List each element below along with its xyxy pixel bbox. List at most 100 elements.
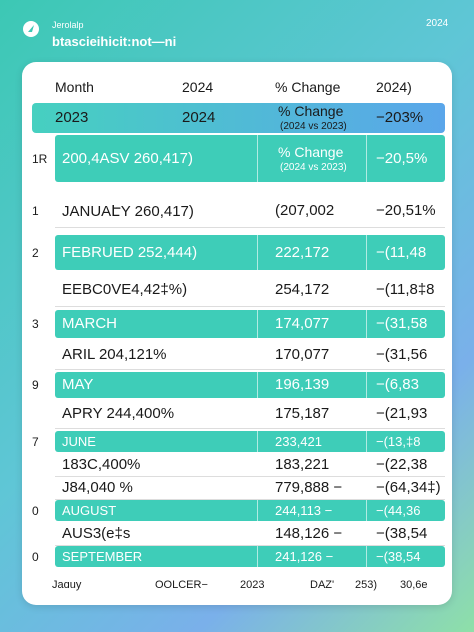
cell-text: SEPTEMBER: [62, 548, 143, 564]
subtitle: btascieihicit:not—ni: [52, 34, 177, 49]
table-row: 183C,400% 183,221 −(22,38: [55, 454, 445, 477]
cell-text: 200,4ASV 260,417): [62, 149, 193, 167]
column-header: % Change: [275, 79, 341, 95]
table-row: FEBRUED 252,444) 222,172 −(11,48: [55, 235, 445, 270]
column-divider: [257, 431, 258, 452]
column-divider: [257, 500, 258, 521]
row-index: 2: [32, 245, 39, 260]
cell-text: 254,172: [275, 281, 330, 298]
column-divider: [257, 235, 258, 270]
cell-text: 222,172: [275, 243, 330, 261]
cell-text: % Change: [278, 143, 344, 160]
cell-text: EEBC0VE4,42‡%): [62, 281, 188, 298]
column-divider: [366, 431, 367, 452]
cell-text: (2024 vs 2023): [280, 121, 347, 132]
cell-text: FEBRUED 252,444): [62, 243, 198, 261]
column-header: 2024: [182, 79, 214, 95]
table-row: AUS3(e‡s 148,126 − −(38,54: [55, 523, 445, 546]
year: 2024: [426, 18, 449, 29]
column-divider: [366, 135, 367, 182]
cell-text: 244,113 −: [275, 502, 333, 518]
column-divider: [257, 135, 258, 182]
row-index: 3: [32, 317, 39, 331]
cell-text: −(11,8‡8: [376, 281, 435, 298]
table-row: SEPTEMBER 241,126 − −(38,54: [55, 546, 445, 567]
column-divider: [257, 310, 258, 338]
cell-text: 170,077: [275, 346, 330, 363]
footer-text: OOLCER−: [155, 579, 208, 591]
cell-text: MARCH: [62, 315, 117, 332]
cell-text: J84,040 %: [62, 479, 133, 496]
cell-text: −(13,‡8: [376, 433, 421, 449]
cell-text: −(38,54: [376, 548, 421, 564]
cell-text: MAY: [62, 376, 94, 393]
column-divider: [366, 235, 367, 270]
cell-text: −(11,48: [376, 243, 427, 261]
cell-text: APRY 244,400%: [62, 405, 175, 422]
column-divider: [366, 546, 367, 567]
logo: [23, 21, 39, 37]
cell-text: −(31,58: [376, 315, 428, 332]
footer-text: Jaɑuy: [52, 579, 82, 591]
cell-text: −(6,83: [376, 376, 419, 393]
table-row: EEBC0VE4,42‡%) 254,172 −(11,8‡8: [55, 274, 445, 307]
brand: Jerolalp: [52, 20, 84, 30]
row-index: 7: [32, 434, 39, 449]
cell-text: AUGUST: [62, 502, 117, 518]
cell-text: 196,139: [275, 376, 330, 393]
column-divider: [366, 500, 367, 521]
column-divider: [257, 372, 258, 398]
column-header: Month: [55, 79, 94, 95]
cell-text: AUS3(e‡s: [62, 525, 131, 542]
table-row: AUGUST 244,113 − −(44,36: [55, 500, 445, 521]
cell-text: ARIL 204,121%: [62, 346, 167, 363]
table-row: MARCH 174,077 −(31,58: [55, 310, 445, 338]
cell-text: 183,221: [275, 456, 330, 473]
cell-text: (207,002: [275, 202, 335, 219]
cell-text: 175,187: [275, 405, 330, 422]
footer-text: DAZ': [310, 579, 335, 591]
cell-text: −(44,36: [376, 502, 421, 518]
cell-text: JUNE: [62, 433, 96, 449]
cell-text: −(38,54: [376, 525, 428, 542]
cell-text: % Change: [278, 103, 344, 119]
table-row: 2023 2024 % Change (2024 vs 2023) −203%: [32, 103, 445, 133]
cell-text: −(21,93: [376, 405, 428, 422]
row-index: 0: [32, 503, 39, 518]
table-row: J84,040 % 779,888 − −(64,34‡): [55, 477, 445, 500]
column-header: 2024): [376, 79, 412, 95]
column-divider: [366, 310, 367, 338]
table-row: JUNE 233,421 −(13,‡8: [55, 431, 445, 452]
row-index: 9: [32, 378, 39, 392]
cell-text: −203%: [376, 109, 424, 126]
row-index: 1: [32, 204, 39, 218]
footer-text: 30,6e: [400, 579, 428, 591]
table-row: ARIL 204,121% 170,077 −(31,56: [55, 341, 445, 370]
table-row: 200,4ASV 260,417) % Change (2024 vs 2023) −…: [55, 135, 445, 182]
footer-text: 253): [355, 579, 378, 591]
cell-text: 241,126 −: [275, 548, 334, 564]
row-index: 0: [32, 549, 39, 564]
column-divider: [366, 372, 367, 398]
cell-text: 2024: [182, 109, 216, 126]
cell-text: 2023: [55, 109, 89, 126]
footer-text: 2023: [240, 579, 265, 591]
cell-text: 233,421: [275, 433, 322, 449]
cell-text: −(22,38: [376, 456, 428, 473]
table-row: JANUAԷY 260,417) (207,002 −20,51%: [55, 195, 445, 228]
cell-text: JANUAԷY 260,417): [62, 203, 194, 220]
cell-text: −20,51%: [376, 202, 436, 219]
row-index: 1R: [32, 151, 48, 166]
cell-text: 148,126 −: [275, 525, 343, 542]
cell-text: −20,5%: [376, 149, 428, 167]
table-row: MAY 196,139 −(6,83: [55, 372, 445, 398]
cell-text: −(64,34‡): [376, 479, 441, 496]
cell-text: 779,888 −: [275, 479, 343, 496]
cell-text: −(31,56: [376, 346, 428, 363]
cell-text: 183C,400%: [62, 456, 141, 473]
column-divider: [257, 546, 258, 567]
table-row: APRY 244,400% 175,187 −(21,93: [55, 400, 445, 429]
cell-text: 174,077: [275, 315, 330, 332]
cell-text: (2024 vs 2023): [280, 161, 347, 173]
